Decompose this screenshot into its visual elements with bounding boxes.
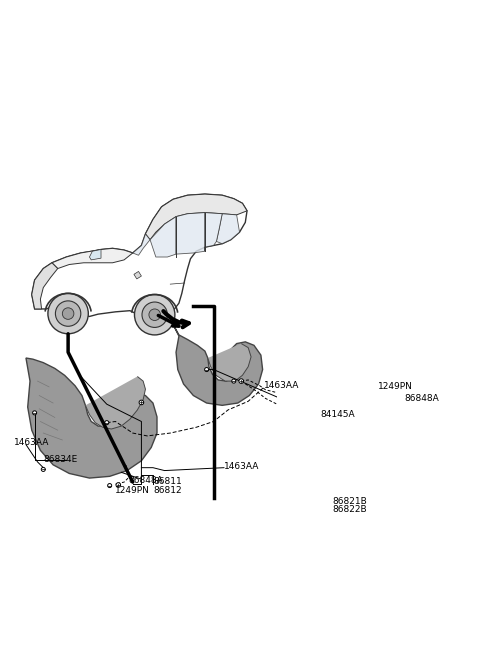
Polygon shape: [133, 234, 150, 255]
Text: 86812: 86812: [153, 485, 181, 495]
Circle shape: [55, 301, 81, 326]
Polygon shape: [32, 263, 58, 309]
Circle shape: [48, 293, 88, 334]
Polygon shape: [134, 272, 142, 279]
Circle shape: [149, 309, 160, 321]
Polygon shape: [26, 358, 157, 478]
Text: 1249PN: 1249PN: [115, 486, 150, 495]
Circle shape: [134, 295, 175, 335]
Polygon shape: [216, 214, 240, 244]
Circle shape: [108, 483, 112, 487]
Text: 86822B: 86822B: [332, 505, 367, 514]
Text: 1463AA: 1463AA: [14, 438, 50, 447]
Text: 86834E: 86834E: [43, 455, 78, 464]
Text: 86821B: 86821B: [332, 497, 367, 506]
Polygon shape: [150, 216, 176, 257]
Polygon shape: [32, 194, 247, 316]
Circle shape: [139, 400, 144, 405]
Circle shape: [62, 308, 74, 319]
Polygon shape: [85, 377, 145, 429]
Polygon shape: [89, 249, 101, 260]
Circle shape: [33, 411, 36, 415]
Text: 1249PN: 1249PN: [378, 382, 413, 392]
Polygon shape: [173, 325, 263, 405]
Text: 1463AA: 1463AA: [264, 381, 300, 390]
Text: 86848A: 86848A: [128, 476, 163, 485]
Polygon shape: [52, 249, 133, 268]
Polygon shape: [176, 213, 205, 254]
Text: 86848A: 86848A: [404, 394, 439, 403]
Polygon shape: [145, 194, 247, 239]
Text: 86811: 86811: [153, 477, 182, 486]
Circle shape: [142, 302, 168, 327]
Polygon shape: [208, 344, 251, 381]
Polygon shape: [205, 213, 222, 251]
Circle shape: [204, 367, 209, 371]
Circle shape: [232, 379, 236, 383]
Circle shape: [105, 420, 109, 424]
Text: 1463AA: 1463AA: [224, 462, 259, 471]
Circle shape: [41, 467, 45, 472]
Text: 84145A: 84145A: [320, 410, 355, 419]
Circle shape: [116, 483, 120, 487]
Circle shape: [239, 379, 243, 383]
